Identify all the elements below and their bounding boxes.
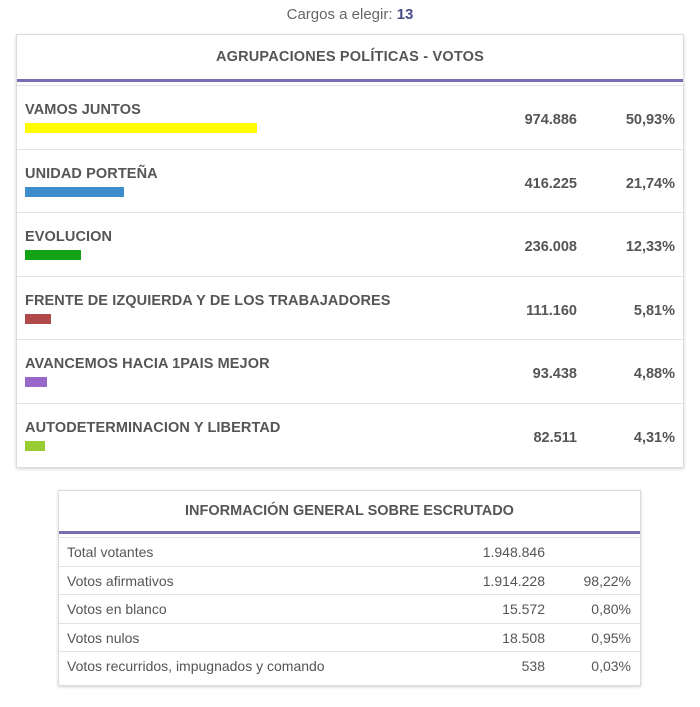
info-row: Total votantes 1.948.846 [59, 538, 640, 567]
info-label: Votos nulos [67, 629, 140, 646]
votes-table: AGRUPACIONES POLÍTICAS - VOTOS VAMOS JUN… [16, 34, 684, 468]
info-row: Votos en blanco 15.572 0,80% [59, 595, 640, 624]
cargos-label: Cargos a elegir: [286, 6, 393, 23]
info-percent: 0,03% [591, 658, 631, 675]
party-name: UNIDAD PORTEÑA [25, 165, 158, 182]
info-value: 15.572 [502, 601, 545, 618]
party-percent: 21,74% [625, 175, 675, 192]
party-share-bar [25, 123, 257, 133]
info-value: 538 [521, 658, 545, 675]
party-row: AUTODETERMINACION Y LIBERTAD 82.511 4,31% [17, 404, 683, 468]
party-votes: 974.886 [524, 112, 577, 128]
party-share-bar [25, 377, 47, 387]
party-votes: 82.511 [533, 429, 577, 446]
info-value: 18.508 [502, 629, 545, 646]
party-row: UNIDAD PORTEÑA 416.225 21,74% [17, 150, 683, 213]
info-table-divider [59, 531, 640, 534]
party-votes: 236.008 [524, 239, 577, 255]
info-label: Votos afirmativos [67, 572, 174, 589]
info-value: 1.948.846 [482, 544, 545, 560]
info-row: Votos recurridos, impugnados y comando 53… [59, 652, 640, 681]
party-row: EVOLUCION 236.008 12,33% [17, 213, 683, 277]
party-percent: 4,31% [633, 429, 675, 446]
party-share-bar [25, 186, 124, 197]
info-percent: 98,22% [583, 572, 631, 589]
info-label: Total votantes [67, 544, 154, 560]
party-share-bar [25, 313, 51, 324]
info-table-title: INFORMACIÓN GENERAL SOBRE ESCRUTADO [185, 503, 514, 519]
cargos-line: Cargos a elegir: 13 [0, 6, 700, 23]
info-table: INFORMACIÓN GENERAL SOBRE ESCRUTADO Tota… [58, 490, 641, 686]
info-label: Votos recurridos, impugnados y comando [67, 658, 325, 675]
party-name: AVANCEMOS HACIA 1PAIS MEJOR [25, 356, 270, 372]
party-percent: 50,93% [625, 112, 675, 128]
party-row: VAMOS JUNTOS 974.886 50,93% [17, 86, 683, 150]
info-percent: 0,80% [591, 601, 631, 618]
info-row: Votos nulos 18.508 0,95% [59, 624, 640, 653]
party-votes: 416.225 [524, 175, 577, 192]
votes-table-divider [17, 79, 683, 82]
info-value: 1.914.228 [482, 572, 545, 589]
party-percent: 4,88% [633, 366, 675, 382]
party-percent: 12,33% [625, 239, 675, 255]
party-percent: 5,81% [633, 302, 675, 319]
cargos-value: 13 [396, 6, 414, 23]
info-percent: 0,95% [591, 629, 631, 646]
party-votes: 93.438 [532, 366, 577, 382]
votes-table-title: AGRUPACIONES POLÍTICAS - VOTOS [215, 49, 485, 65]
votes-table-body: VAMOS JUNTOS 974.886 50,93% UNIDAD PORTEÑA 4… [17, 86, 683, 467]
party-row: AVANCEMOS HACIA 1PAIS MEJOR 93.438 4,88% [17, 340, 683, 404]
party-row: FRENTE DE IZQUIERDA Y DE LOS TRABAJADORE… [17, 277, 683, 340]
party-name: FRENTE DE IZQUIERDA Y DE LOS TRABAJADORE… [25, 292, 391, 309]
party-votes: 111.160 [526, 302, 577, 319]
party-name: VAMOS JUNTOS [25, 102, 141, 118]
info-table-body: Total votantes 1.948.846 Votos afirmativos… [59, 538, 640, 681]
info-label: Votos en blanco [67, 601, 167, 618]
info-row: Votos afirmativos 1.914.228 98,22% [59, 567, 640, 596]
party-name: AUTODETERMINACION Y LIBERTAD [25, 419, 281, 436]
party-share-bar [25, 440, 45, 451]
party-share-bar [25, 250, 81, 260]
party-name: EVOLUCION [25, 229, 113, 245]
